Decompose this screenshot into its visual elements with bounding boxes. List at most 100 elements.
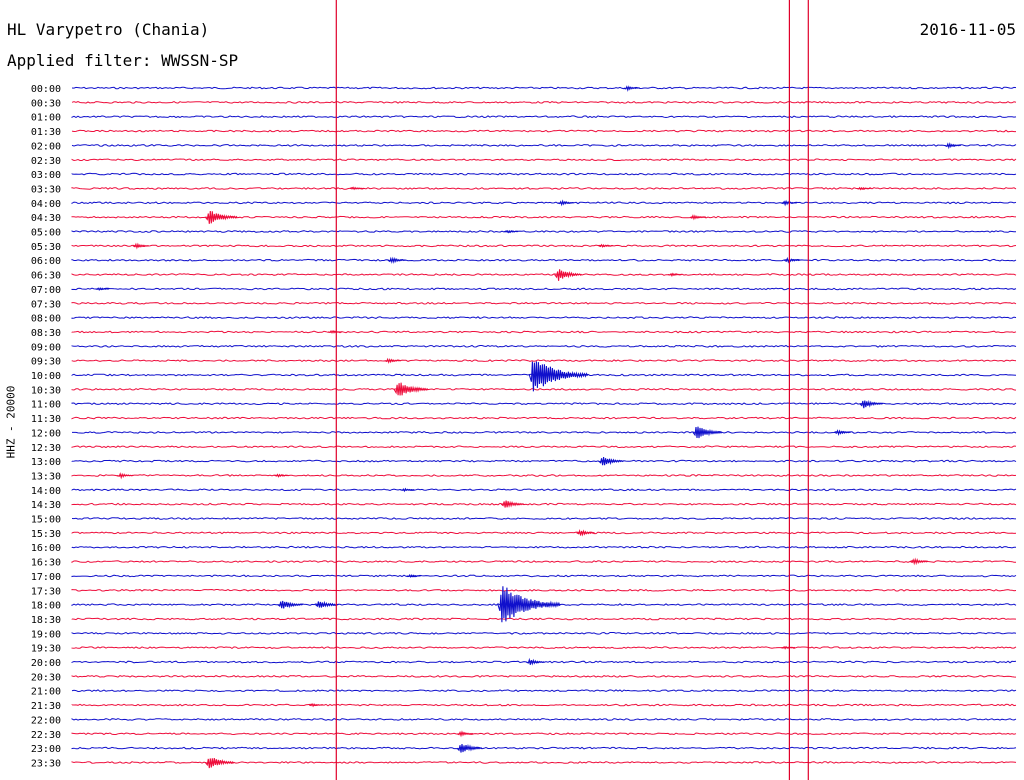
trace-line: [71, 416, 1017, 420]
seismic-event: [349, 186, 365, 191]
row-time-label: 16:30: [31, 558, 61, 569]
row-time-label: 04:00: [31, 199, 61, 210]
row-time-label: 20:00: [31, 658, 61, 669]
seismic-event: [277, 600, 303, 609]
row-time-label: 20:30: [31, 672, 61, 683]
trace-line: [71, 560, 1016, 564]
seismic-event: [692, 426, 723, 439]
trace-line: [71, 258, 1017, 262]
row-time-label: 12:30: [31, 443, 61, 454]
row-time-label: 09:00: [31, 342, 61, 353]
seismic-event: [689, 214, 707, 221]
seismic-event: [406, 573, 421, 579]
trace-line: [71, 187, 1017, 190]
trace-line: [71, 574, 1017, 578]
seismic-event: [528, 361, 588, 392]
trace-line: [71, 675, 1017, 678]
seismic-event: [204, 758, 235, 769]
row-time-label: 03:30: [31, 184, 61, 195]
row-time-label: 11:30: [31, 414, 61, 425]
seismic-event: [623, 85, 640, 92]
seismic-event: [327, 329, 343, 334]
seismic-event: [393, 382, 429, 396]
row-time-label: 16:00: [31, 543, 61, 554]
row-time-label: 15:30: [31, 529, 61, 540]
seismic-event: [576, 529, 595, 537]
row-time-label: 13:30: [31, 471, 61, 482]
trace-line: [71, 86, 1017, 90]
row-time-label: 12:00: [31, 428, 61, 439]
row-time-label: 23:00: [31, 744, 61, 755]
trace-line: [71, 172, 1017, 176]
trace-line: [71, 344, 1017, 348]
row-time-label: 18:30: [31, 615, 61, 626]
row-time-label: 10:00: [31, 371, 61, 382]
row-time-label: 22:00: [31, 715, 61, 726]
trace-line: [71, 144, 1017, 147]
trace-line: [71, 588, 1017, 592]
seismic-event: [834, 429, 851, 436]
row-time-label: 15:00: [31, 515, 61, 526]
row-time-label: 00:30: [31, 98, 61, 109]
row-time-label: 18:00: [31, 601, 61, 612]
seismic-event: [400, 487, 415, 493]
seismic-event: [909, 557, 929, 566]
trace-line: [71, 617, 1017, 621]
row-time-label: 00:00: [31, 84, 61, 95]
seismic-event: [456, 743, 483, 753]
seismic-event: [944, 142, 962, 150]
row-time-label: 07:30: [31, 299, 61, 310]
trace-line: [71, 746, 1017, 750]
row-time-label: 06:30: [31, 271, 61, 282]
trace-line: [71, 474, 1017, 477]
seismic-event: [667, 272, 683, 278]
seismic-event: [859, 399, 884, 409]
seismic-event: [504, 229, 519, 234]
row-time-label: 08:30: [31, 328, 61, 339]
trace-line: [71, 718, 1017, 721]
station-title: HL Varypetro (Chania): [7, 20, 210, 39]
trace-line: [71, 115, 1017, 119]
row-time-label: 07:00: [31, 285, 61, 296]
seismic-event: [116, 472, 134, 480]
row-time-label: 19:00: [31, 629, 61, 640]
trace-line: [71, 100, 1017, 104]
seismic-event: [554, 269, 582, 281]
seismic-event: [526, 657, 545, 666]
row-time-label: 19:30: [31, 644, 61, 655]
seismic-event: [315, 600, 339, 608]
trace-line: [71, 301, 1017, 305]
trace-line: [71, 244, 1017, 248]
row-time-label: 21:00: [31, 687, 61, 698]
seismic-event: [384, 357, 401, 364]
trace-line: [71, 445, 1017, 449]
row-time-label: 05:30: [31, 242, 61, 253]
row-time-label: 21:30: [31, 701, 61, 712]
seismic-event: [780, 645, 796, 650]
row-time-label: 03:00: [31, 170, 61, 181]
seismic-event: [132, 242, 150, 250]
trace-line: [71, 316, 1017, 319]
trace-line: [71, 402, 1017, 406]
trace-line: [72, 430, 1017, 434]
row-time-label: 02:30: [31, 156, 61, 167]
trace-line: [71, 531, 1017, 535]
seismic-event: [497, 586, 561, 623]
seismic-event: [784, 256, 801, 264]
row-time-label: 04:30: [31, 213, 61, 224]
trace-line: [71, 545, 1017, 549]
row-time-label: 06:00: [31, 256, 61, 267]
row-time-label: 02:00: [31, 141, 61, 152]
row-time-label: 10:30: [31, 385, 61, 396]
seismic-event: [308, 702, 324, 708]
trace-line: [71, 387, 1017, 391]
seismic-event: [598, 457, 624, 466]
row-time-label: 05:00: [31, 228, 61, 239]
trace-line: [71, 646, 1017, 650]
trace-line: [71, 631, 1017, 635]
trace-line: [71, 129, 1016, 133]
filter-label: Applied filter: WWSSN-SP: [7, 51, 239, 70]
row-time-label: 17:30: [31, 586, 61, 597]
trace-line: [71, 517, 1017, 520]
seismic-event: [500, 500, 525, 508]
